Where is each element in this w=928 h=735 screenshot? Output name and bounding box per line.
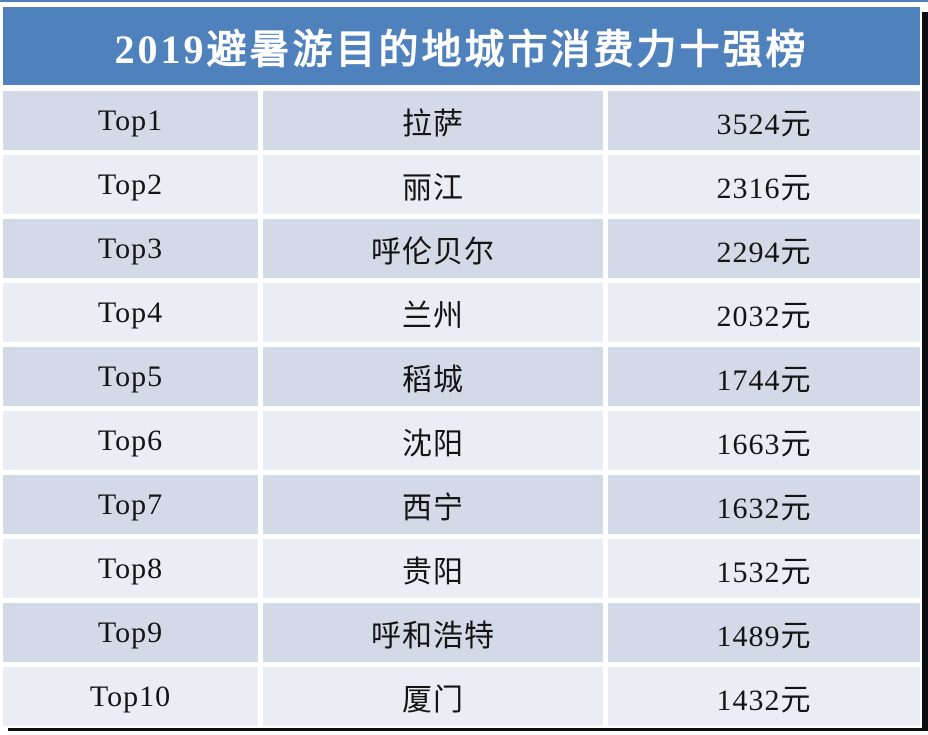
shadow-right-edge xyxy=(922,12,928,731)
value-cell: 3524元 xyxy=(608,91,920,150)
table-body: Top1 拉萨 3524元 Top2 丽江 2316元 Top3 呼伦贝尔 22… xyxy=(3,91,920,726)
value-cell: 1432元 xyxy=(608,667,920,726)
page-title: 2019避暑游目的地城市消费力十强榜 xyxy=(114,27,809,72)
city-cell: 贵阳 xyxy=(263,539,603,598)
ranking-table: 2019避暑游目的地城市消费力十强榜 Top1 拉萨 3524元 Top2 丽江… xyxy=(3,7,920,726)
shadow-bottom-edge xyxy=(8,728,928,731)
rank-cell: Top10 xyxy=(3,667,258,726)
value-cell: 1663元 xyxy=(608,411,920,470)
value-cell: 1532元 xyxy=(608,539,920,598)
rank-cell: Top7 xyxy=(3,475,258,534)
city-cell: 沈阳 xyxy=(263,411,603,470)
value-cell: 1489元 xyxy=(608,603,920,662)
rank-cell: Top3 xyxy=(3,219,258,278)
city-cell: 厦门 xyxy=(263,667,603,726)
rank-cell: Top6 xyxy=(3,411,258,470)
rank-cell: Top8 xyxy=(3,539,258,598)
value-cell: 2032元 xyxy=(608,283,920,342)
table-title-bar: 2019避暑游目的地城市消费力十强榜 xyxy=(3,7,920,85)
city-cell: 稻城 xyxy=(263,347,603,406)
value-cell: 2316元 xyxy=(608,155,920,214)
rank-cell: Top4 xyxy=(3,283,258,342)
city-cell: 呼和浩特 xyxy=(263,603,603,662)
value-cell: 1744元 xyxy=(608,347,920,406)
city-cell: 丽江 xyxy=(263,155,603,214)
value-cell: 2294元 xyxy=(608,219,920,278)
rank-cell: Top2 xyxy=(3,155,258,214)
city-cell: 兰州 xyxy=(263,283,603,342)
city-cell: 呼伦贝尔 xyxy=(263,219,603,278)
rank-cell: Top1 xyxy=(3,91,258,150)
city-cell: 西宁 xyxy=(263,475,603,534)
rank-cell: Top9 xyxy=(3,603,258,662)
top-border-line xyxy=(0,0,928,2)
city-cell: 拉萨 xyxy=(263,91,603,150)
rank-cell: Top5 xyxy=(3,347,258,406)
value-cell: 1632元 xyxy=(608,475,920,534)
